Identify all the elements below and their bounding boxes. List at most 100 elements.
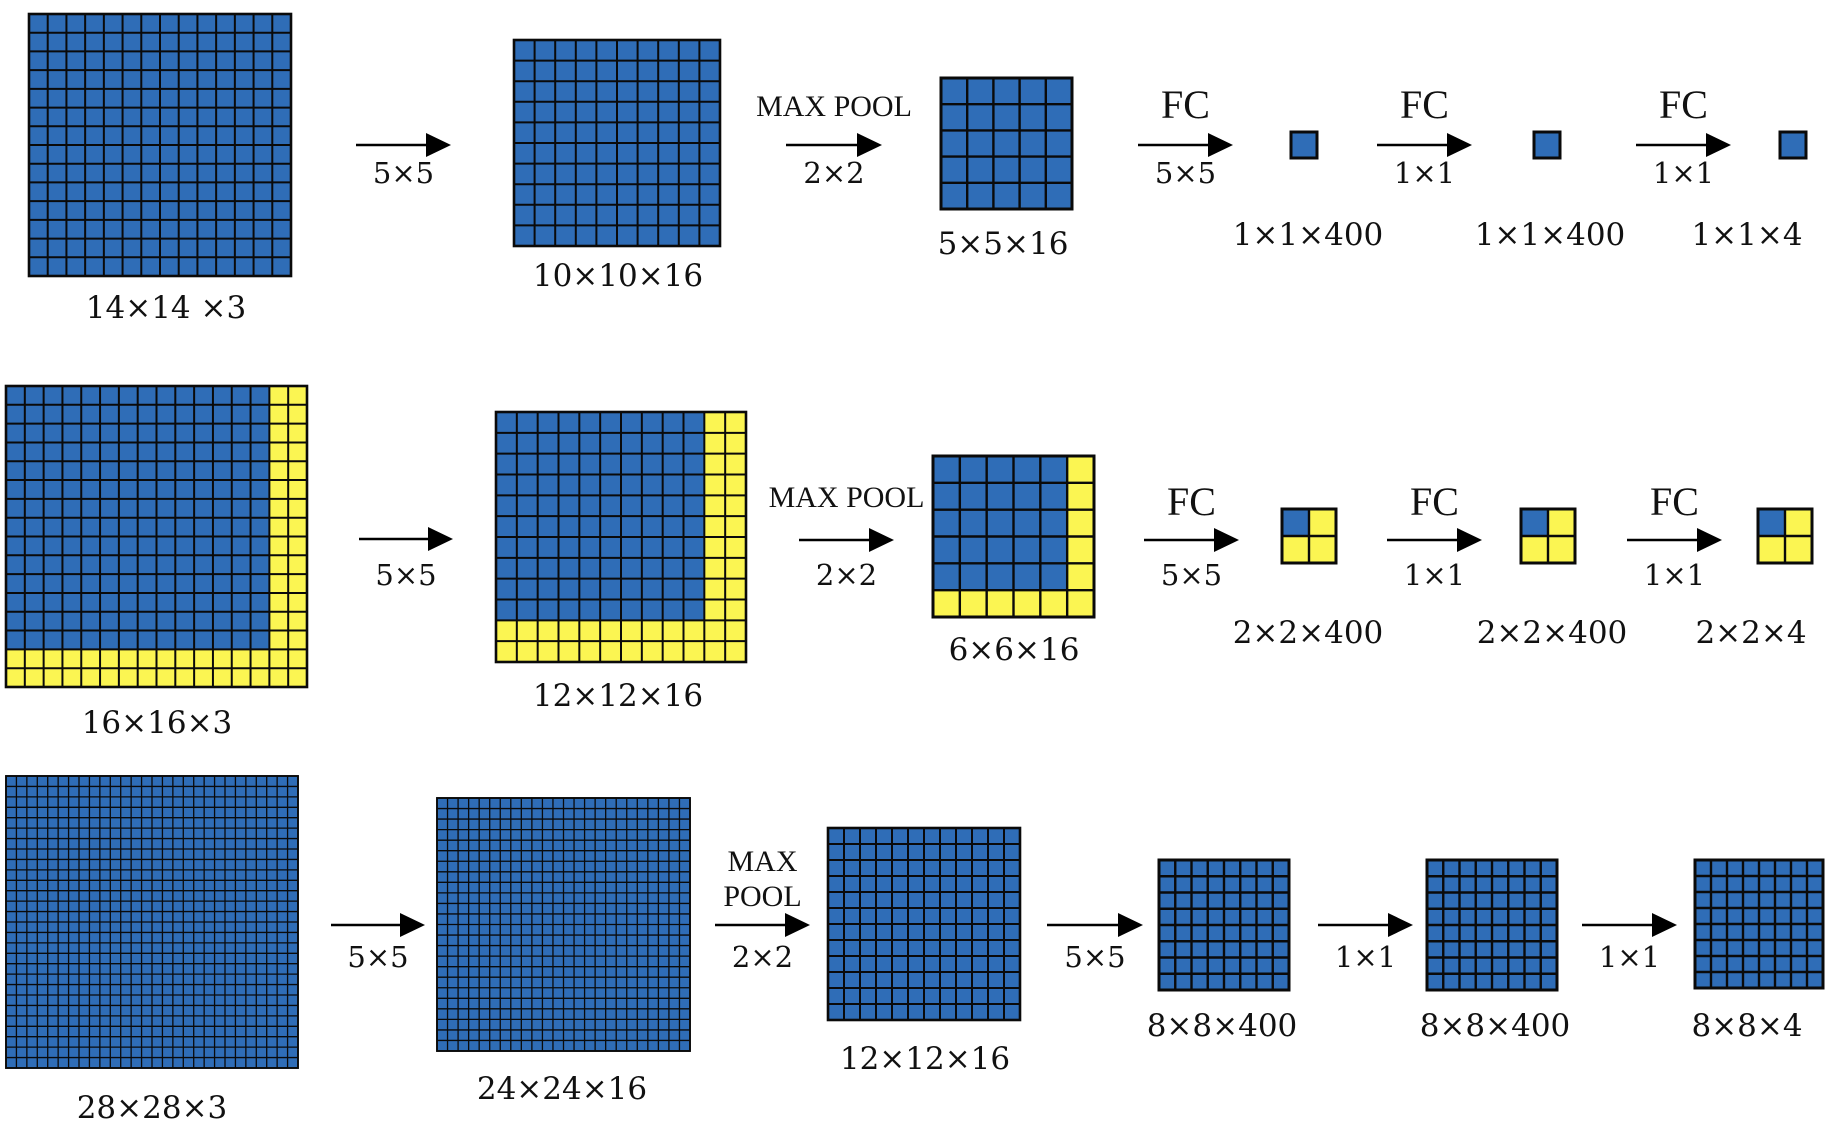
max-pool-label: MAX POOL (756, 90, 912, 123)
arrow-head (1118, 913, 1143, 937)
operation-arrow (1144, 528, 1239, 552)
grid-border (1532, 130, 1562, 160)
operation-arrow (1387, 528, 1482, 552)
arrow-head (1447, 133, 1472, 157)
fc-layer-label: FC (1161, 82, 1210, 127)
kernel-size-label: 2×2 (732, 940, 793, 974)
kernel-size-label: 5×5 (347, 940, 408, 974)
kernel-size-label: 2×2 (803, 156, 864, 190)
grid-border (1280, 507, 1338, 565)
feature-map-grid (1280, 507, 1338, 565)
grid-blue-region (1521, 509, 1548, 536)
grid-dimension-label: 12×12×16 (840, 1041, 1010, 1077)
grid-border (5, 775, 299, 1069)
grid-border (494, 410, 748, 664)
kernel-size-label: 1×1 (1599, 940, 1660, 974)
arrow-head (1214, 528, 1239, 552)
grid-dimension-label: 2×2×400 (1477, 615, 1628, 651)
operation-arrow (799, 528, 894, 552)
feature-map-grid (494, 410, 748, 664)
operation-arrow (359, 527, 453, 551)
fc-layer-label: FC (1650, 479, 1699, 524)
grid-border (1425, 858, 1559, 992)
kernel-size-label: 5×5 (1064, 940, 1125, 974)
arrow-head (400, 913, 425, 937)
feature-map-grid (1693, 858, 1825, 990)
grid-dimension-label: 6×6×16 (949, 632, 1080, 668)
feature-map-grid (1778, 130, 1808, 160)
grid-dimension-label: 8×8×4 (1691, 1008, 1802, 1044)
operation-arrow (786, 133, 882, 157)
grid-border (1778, 130, 1808, 160)
feature-map-grid (27, 12, 293, 278)
grid-border (436, 797, 691, 1052)
grid-dimension-label: 1×1×4 (1691, 217, 1802, 253)
grid-border (27, 12, 293, 278)
grid-border (931, 454, 1096, 619)
operation-arrow (1047, 913, 1143, 937)
fc-layer-label: FC (1400, 82, 1449, 127)
grid-border (4, 384, 309, 689)
feature-map-grid (1425, 858, 1559, 992)
grid-border (1756, 507, 1814, 565)
grid-dimension-label: 24×24×16 (477, 1071, 647, 1107)
grid-blue-region (1282, 509, 1309, 536)
operation-arrow (1318, 913, 1413, 937)
kernel-size-label: 5×5 (1155, 156, 1216, 190)
grid-border (826, 826, 1022, 1022)
kernel-size-label: 2×2 (816, 558, 877, 592)
kernel-size-label: 5×5 (1161, 558, 1222, 592)
kernel-size-label: 1×1 (1404, 558, 1465, 592)
feature-map-grid (436, 797, 691, 1052)
arrow-head (1697, 528, 1722, 552)
fc-layer-label: FC (1167, 479, 1216, 524)
kernel-size-label: 1×1 (1394, 156, 1455, 190)
grid-border (1289, 130, 1319, 160)
grid-border (1693, 858, 1825, 990)
arrow-head (1388, 913, 1413, 937)
feature-map-grid (931, 454, 1096, 619)
operation-arrow (1627, 528, 1722, 552)
operation-arrow (1377, 133, 1472, 157)
kernel-size-label: 1×1 (1335, 940, 1396, 974)
arrow-head (1652, 913, 1677, 937)
feature-map-grid (1532, 130, 1562, 160)
grid-dimension-label: 8×8×400 (1147, 1008, 1298, 1044)
grid-dimension-label: 1×1×400 (1475, 217, 1626, 253)
operation-arrow (356, 133, 451, 157)
arrow-head (1457, 528, 1482, 552)
grid-dimension-label: 12×12×16 (533, 678, 703, 714)
feature-map-grid (1756, 507, 1814, 565)
arrow-head (426, 133, 451, 157)
feature-map-grid (4, 384, 309, 689)
arrow-head (1706, 133, 1731, 157)
grid-border (1519, 507, 1577, 565)
arrow-head (428, 527, 453, 551)
kernel-size-label: 1×1 (1644, 558, 1705, 592)
operation-arrow (1636, 133, 1731, 157)
fc-layer-label: FC (1659, 82, 1708, 127)
max-pool-label: POOL (723, 880, 801, 913)
feature-map-grid (826, 826, 1022, 1022)
feature-map-grid (939, 76, 1074, 211)
feature-map-grid (1519, 507, 1577, 565)
grid-blue-region (1758, 509, 1785, 536)
feature-map-grid (512, 38, 722, 248)
operation-arrow (1138, 133, 1233, 157)
kernel-size-label: 5×5 (373, 156, 434, 190)
grid-blue-region (1780, 132, 1806, 158)
kernel-size-label: 5×5 (375, 558, 436, 592)
max-pool-label: MAX POOL (769, 481, 925, 514)
max-pool-label: MAX (727, 845, 797, 878)
arrow-head (1208, 133, 1233, 157)
arrow-head (869, 528, 894, 552)
grid-dimension-label: 14×14 ×3 (86, 290, 246, 326)
feature-map-grid (5, 775, 299, 1069)
grid-dimension-label: 10×10×16 (533, 258, 703, 294)
operation-arrow (1582, 913, 1677, 937)
grid-dimension-label: 1×1×400 (1233, 217, 1384, 253)
operation-arrow (331, 913, 425, 937)
grid-blue-region (1534, 132, 1560, 158)
feature-map-grid (1157, 858, 1291, 992)
